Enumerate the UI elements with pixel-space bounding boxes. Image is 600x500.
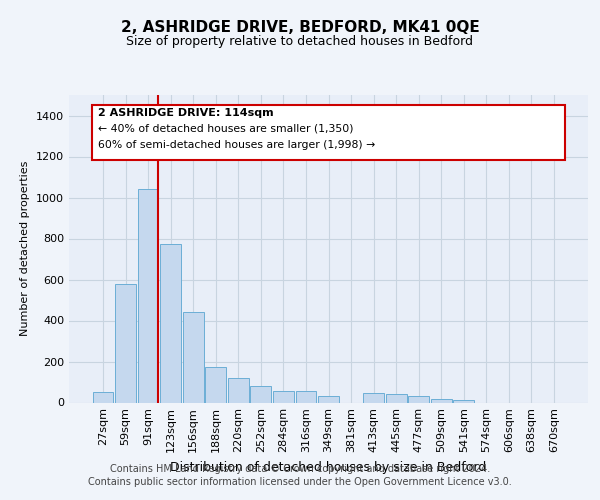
Bar bbox=[386, 394, 407, 402]
Bar bbox=[160, 244, 181, 402]
Bar bbox=[228, 378, 248, 402]
Text: Contains public sector information licensed under the Open Government Licence v3: Contains public sector information licen… bbox=[88, 477, 512, 487]
Bar bbox=[205, 366, 226, 402]
Bar bbox=[363, 394, 384, 402]
Bar bbox=[250, 386, 271, 402]
Bar bbox=[296, 391, 316, 402]
Bar bbox=[409, 396, 429, 402]
Text: Size of property relative to detached houses in Bedford: Size of property relative to detached ho… bbox=[127, 35, 473, 48]
Y-axis label: Number of detached properties: Number of detached properties bbox=[20, 161, 31, 336]
Bar bbox=[454, 400, 474, 402]
X-axis label: Distribution of detached houses by size in Bedford: Distribution of detached houses by size … bbox=[170, 461, 487, 474]
Bar bbox=[137, 190, 158, 402]
Bar bbox=[273, 391, 294, 402]
Bar bbox=[92, 392, 113, 402]
FancyBboxPatch shape bbox=[92, 106, 565, 160]
Text: 2 ASHRIDGE DRIVE: 114sqm: 2 ASHRIDGE DRIVE: 114sqm bbox=[98, 108, 274, 118]
Bar bbox=[115, 284, 136, 403]
Text: ← 40% of detached houses are smaller (1,350): ← 40% of detached houses are smaller (1,… bbox=[98, 124, 354, 134]
Text: Contains HM Land Registry data © Crown copyright and database right 2024.: Contains HM Land Registry data © Crown c… bbox=[110, 464, 490, 474]
Text: 2, ASHRIDGE DRIVE, BEDFORD, MK41 0QE: 2, ASHRIDGE DRIVE, BEDFORD, MK41 0QE bbox=[121, 20, 479, 35]
Text: 60% of semi-detached houses are larger (1,998) →: 60% of semi-detached houses are larger (… bbox=[98, 140, 376, 150]
Bar bbox=[183, 312, 203, 402]
Bar bbox=[431, 400, 452, 402]
Bar bbox=[318, 396, 339, 402]
